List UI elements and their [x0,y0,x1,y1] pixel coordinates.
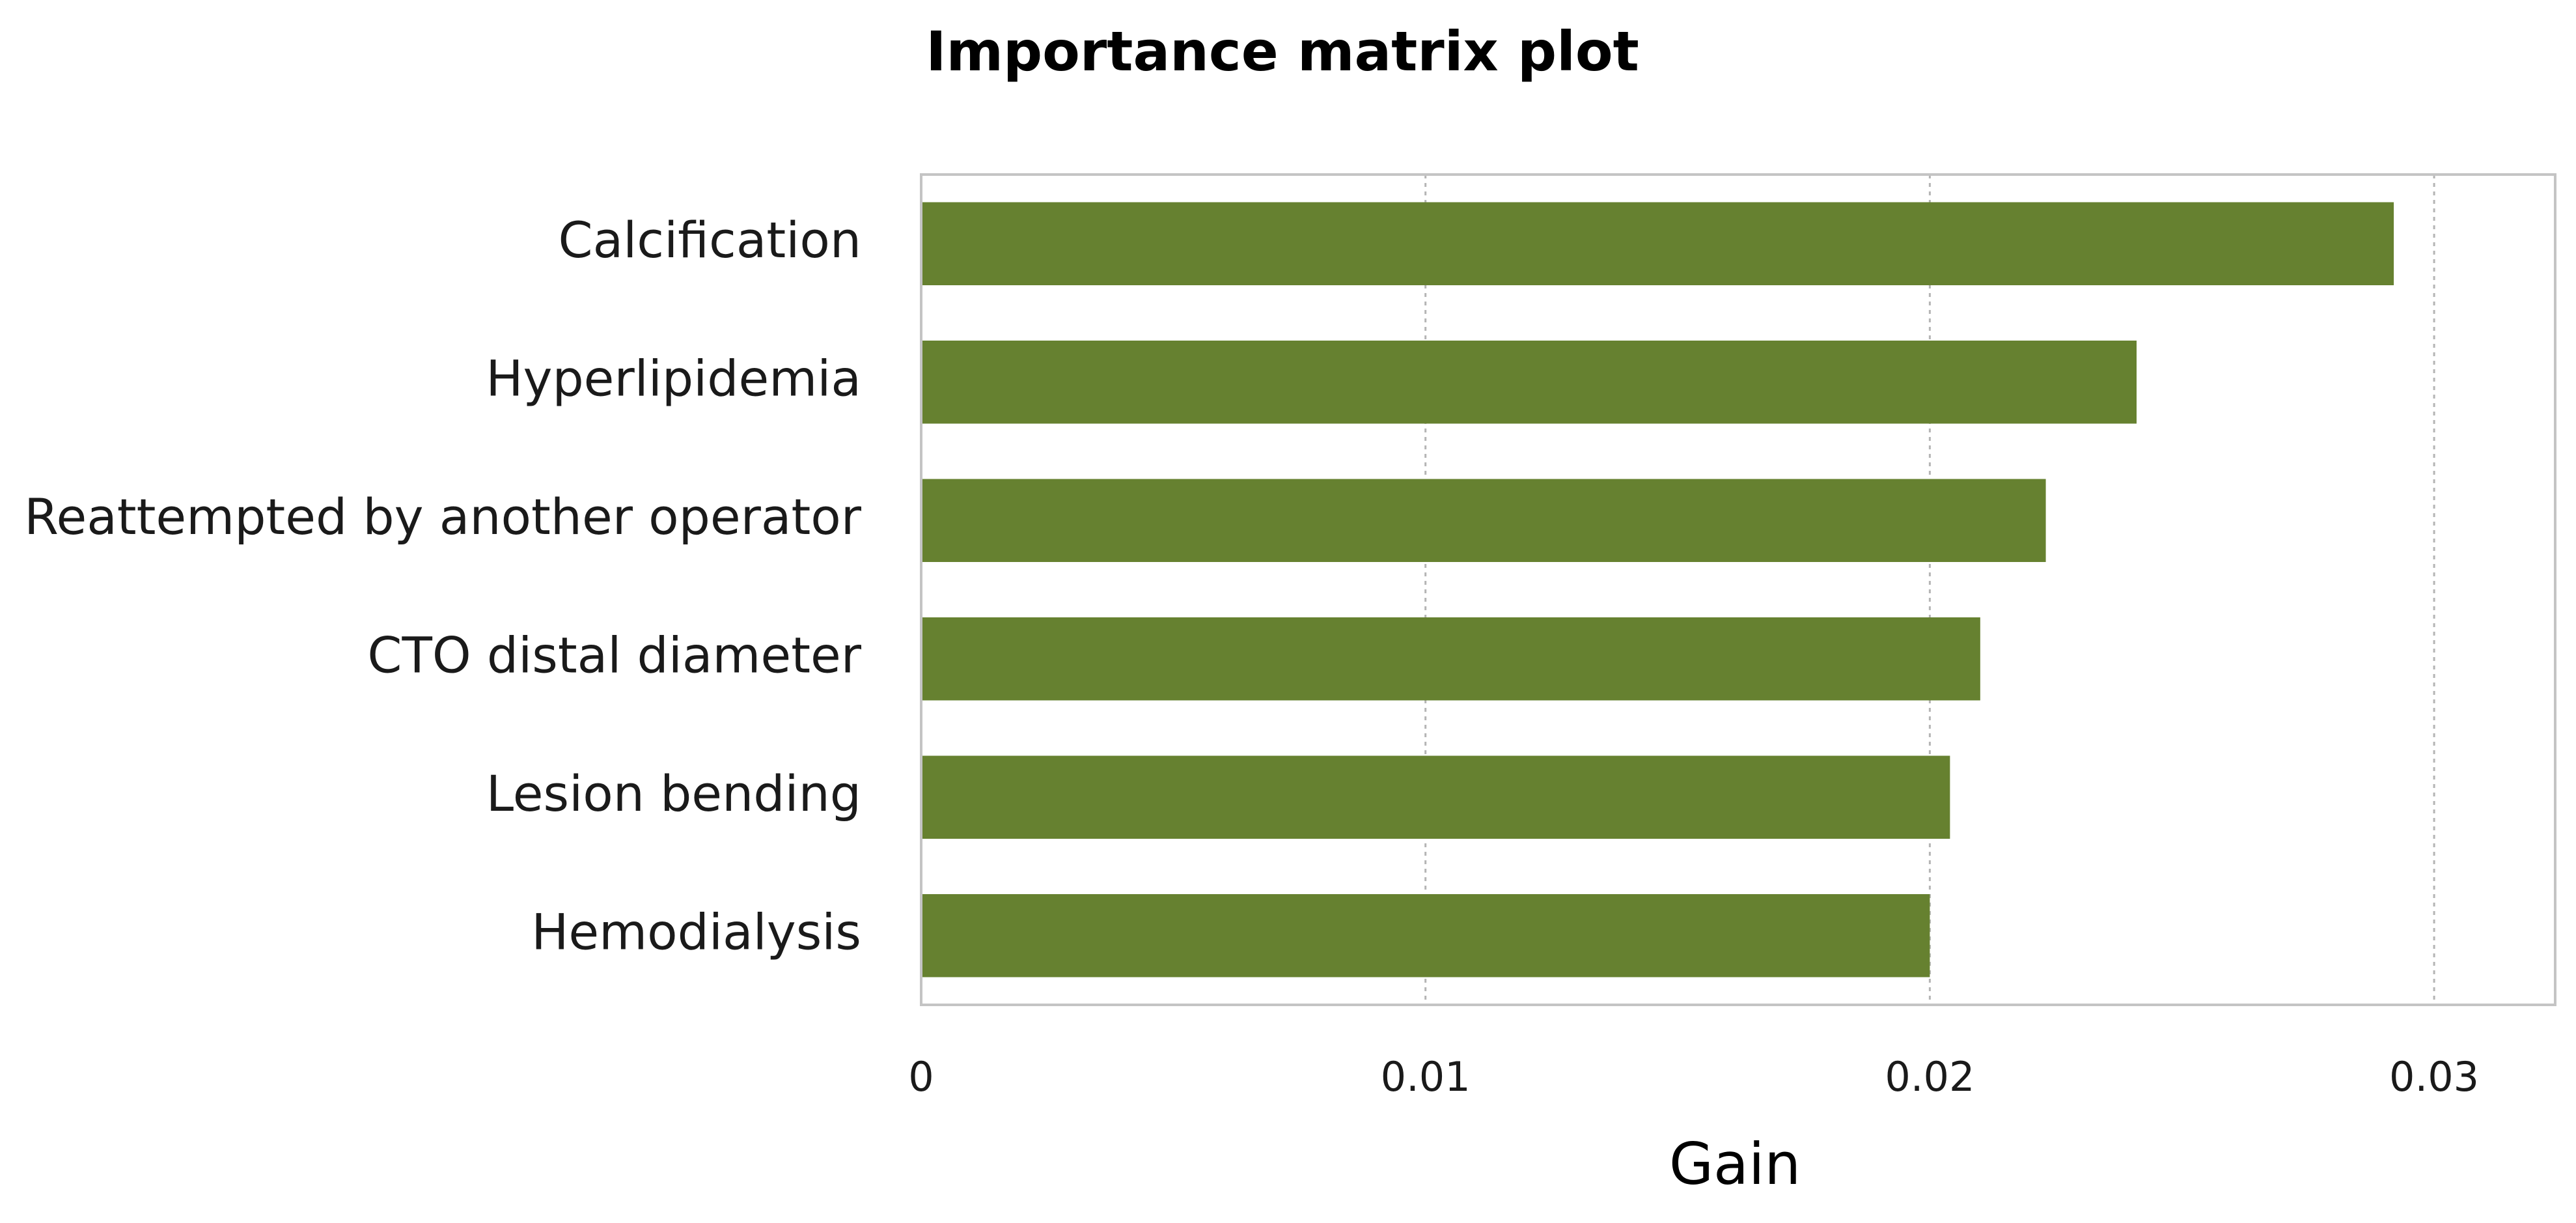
bar-1 [921,341,2137,424]
bars-layer [921,202,2394,977]
bar-2 [921,479,2046,562]
x-tick-labels: 0 0.01 0.02 0.03 [908,1053,2479,1101]
bar-0 [921,202,2394,285]
category-labels: Calcification Hyperlipidemia Reattempted b… [24,211,862,961]
x-tick-label-3: 0.03 [2389,1053,2479,1101]
bar-3 [921,617,1980,701]
bar-4 [921,755,1950,839]
x-tick-label-0: 0 [908,1053,934,1101]
category-label-1: Hyperlipidemia [486,350,861,408]
category-label-5: Hemodialysis [531,903,861,961]
category-label-0: Calcification [559,211,861,269]
plot-frame [920,173,2556,1006]
x-tick-label-2: 0.02 [1885,1053,1974,1101]
category-label-2: Reattempted by another operator [24,488,862,546]
grid-layer [1424,175,2435,1005]
x-tick-label-1: 0.01 [1381,1053,1471,1101]
category-label-3: CTO distal diameter [367,626,861,684]
chart-title: Importance matrix plot [926,20,1639,83]
category-label-4: Lesion bending [486,765,861,822]
bar-5 [921,894,1930,977]
x-axis-title: Gain [1669,1131,1801,1198]
